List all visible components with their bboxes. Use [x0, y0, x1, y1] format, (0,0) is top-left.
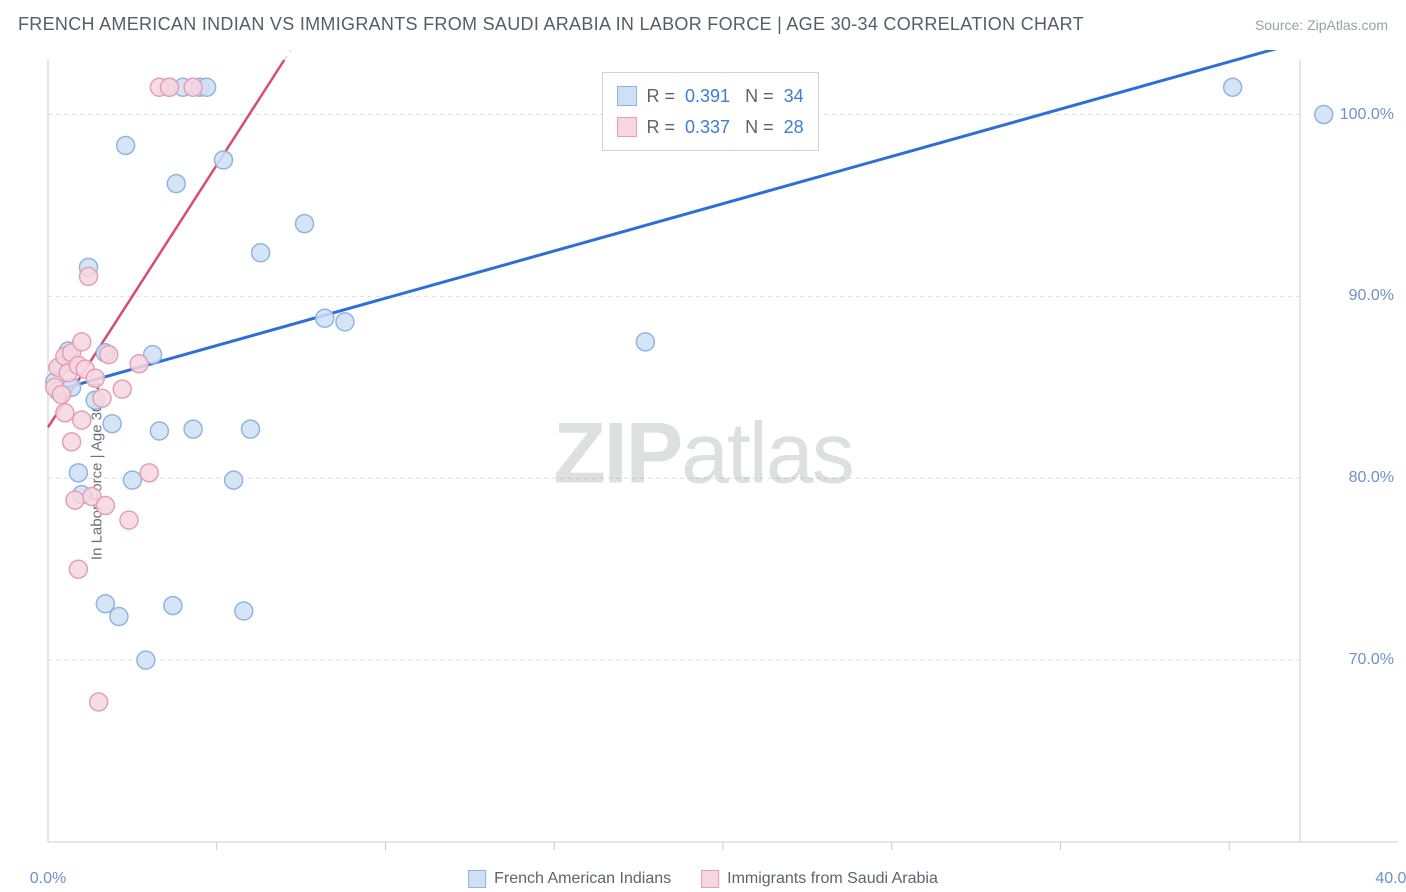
y-tick-label: 80.0%	[1349, 469, 1394, 487]
legend-label: French American Indians	[494, 870, 671, 888]
legend-swatch	[617, 117, 637, 137]
chart-title: FRENCH AMERICAN INDIAN VS IMMIGRANTS FRO…	[18, 14, 1084, 35]
stat-r-label: R =	[647, 112, 676, 143]
stat-row: R = 0.337 N = 28	[617, 112, 804, 143]
bottom-legend: French American Indians Immigrants from S…	[468, 870, 938, 888]
legend-swatch	[468, 870, 486, 888]
y-tick-label: 90.0%	[1349, 287, 1394, 305]
correlation-stats-box: R = 0.391 N = 34 R = 0.337 N = 28	[602, 72, 819, 151]
source-label: Source: ZipAtlas.com	[1255, 17, 1388, 33]
y-tick-label: 100.0%	[1340, 106, 1394, 124]
scatter-plot	[0, 50, 1406, 892]
stat-r-value: 0.391	[685, 81, 730, 112]
legend-swatch	[701, 870, 719, 888]
chart-area: In Labor Force | Age 30-34 ZIPatlas R = …	[0, 50, 1406, 892]
legend-swatch	[617, 86, 637, 106]
stat-r-value: 0.337	[685, 112, 730, 143]
stat-n-label: N =	[740, 81, 774, 112]
x-tick-label: 0.0%	[30, 870, 66, 888]
x-tick-label: 40.0%	[1375, 870, 1406, 888]
legend-label: Immigrants from Saudi Arabia	[727, 870, 938, 888]
stat-n-value: 34	[784, 81, 804, 112]
legend-item: Immigrants from Saudi Arabia	[701, 870, 938, 888]
stat-r-label: R =	[647, 81, 676, 112]
title-bar: FRENCH AMERICAN INDIAN VS IMMIGRANTS FRO…	[18, 14, 1388, 35]
stat-row: R = 0.391 N = 34	[617, 81, 804, 112]
stat-n-value: 28	[784, 112, 804, 143]
y-tick-label: 70.0%	[1349, 651, 1394, 669]
stat-n-label: N =	[740, 112, 774, 143]
legend-item: French American Indians	[468, 870, 671, 888]
